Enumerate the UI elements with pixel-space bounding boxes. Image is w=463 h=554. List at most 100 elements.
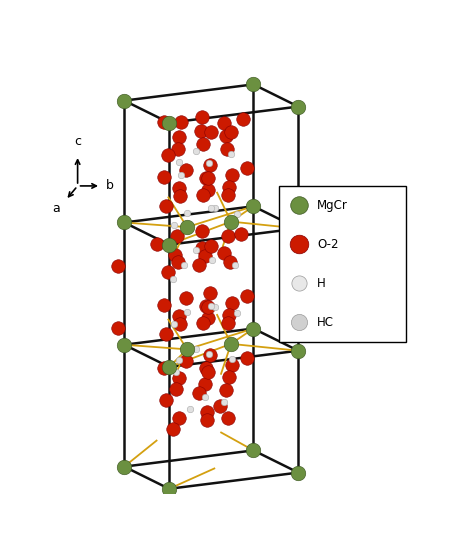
Point <box>175 312 183 321</box>
Point <box>216 401 224 410</box>
Point <box>160 173 167 182</box>
Point <box>169 275 176 284</box>
Point <box>207 302 215 311</box>
Point <box>233 308 241 317</box>
Point <box>171 250 179 259</box>
Point <box>207 242 215 250</box>
Point <box>203 416 211 425</box>
Point <box>212 302 219 311</box>
Point <box>169 425 176 434</box>
Text: O-2: O-2 <box>317 238 339 251</box>
Point <box>192 147 200 156</box>
Point <box>196 260 203 269</box>
Text: MgCr: MgCr <box>317 199 348 212</box>
Point <box>294 468 302 477</box>
Point <box>223 145 231 153</box>
Point <box>183 223 191 232</box>
Point <box>227 217 235 226</box>
Point <box>294 224 302 233</box>
Point <box>192 345 200 353</box>
Point <box>197 126 205 135</box>
Point <box>182 166 190 175</box>
Point <box>196 388 203 397</box>
Point <box>207 128 215 137</box>
Point <box>206 349 213 358</box>
Point <box>202 173 209 182</box>
Point <box>199 191 206 199</box>
Point <box>238 229 245 238</box>
Point <box>227 128 234 137</box>
Point <box>201 379 209 388</box>
Point <box>175 158 182 167</box>
Point <box>177 170 185 179</box>
Point <box>180 261 187 270</box>
Point <box>198 244 206 253</box>
Point <box>294 346 302 355</box>
Point <box>160 301 167 310</box>
Point <box>183 345 191 354</box>
Point <box>206 288 213 297</box>
Point <box>224 232 232 241</box>
Point <box>175 374 183 383</box>
Point <box>220 119 228 128</box>
Point <box>172 385 180 394</box>
Point <box>114 261 121 270</box>
Point <box>163 330 170 338</box>
Point <box>199 139 206 148</box>
Point <box>165 484 173 493</box>
Point <box>120 340 128 349</box>
Point <box>163 396 170 404</box>
Point <box>199 227 206 235</box>
Point <box>208 255 215 264</box>
FancyBboxPatch shape <box>279 186 406 342</box>
Point <box>225 414 232 423</box>
Point <box>204 368 212 377</box>
Point <box>227 150 235 158</box>
Point <box>250 446 257 455</box>
Point <box>228 170 235 179</box>
Point <box>201 392 208 401</box>
Point <box>206 351 213 360</box>
Point <box>243 354 250 363</box>
Point <box>114 324 121 333</box>
Point <box>186 404 194 413</box>
Point <box>229 355 236 364</box>
Point <box>225 182 233 191</box>
Point <box>231 261 238 270</box>
Text: b: b <box>106 179 114 192</box>
Point <box>226 257 233 266</box>
Point <box>206 159 213 168</box>
Point <box>201 252 209 260</box>
Point <box>225 311 233 320</box>
Point <box>120 218 128 227</box>
Point <box>164 268 171 277</box>
Point <box>228 298 235 307</box>
Point <box>223 132 230 141</box>
Point <box>204 185 212 194</box>
Point <box>170 319 178 328</box>
Point <box>182 294 190 302</box>
Point <box>204 302 212 311</box>
Point <box>160 118 167 127</box>
Point <box>204 174 212 183</box>
Point <box>175 132 183 141</box>
Text: a: a <box>52 202 60 216</box>
Point <box>296 240 303 249</box>
Point <box>120 462 128 471</box>
Point <box>176 191 184 200</box>
Point <box>296 279 303 288</box>
Point <box>227 340 235 348</box>
Point <box>239 114 247 123</box>
Point <box>225 373 233 382</box>
Point <box>176 319 184 328</box>
Point <box>165 240 173 249</box>
Point <box>175 355 182 364</box>
Point <box>160 363 167 372</box>
Point <box>199 319 206 328</box>
Point <box>192 245 200 254</box>
Point <box>173 232 181 241</box>
Point <box>164 151 171 160</box>
Point <box>177 118 184 127</box>
Point <box>222 385 230 394</box>
Point <box>243 164 250 173</box>
